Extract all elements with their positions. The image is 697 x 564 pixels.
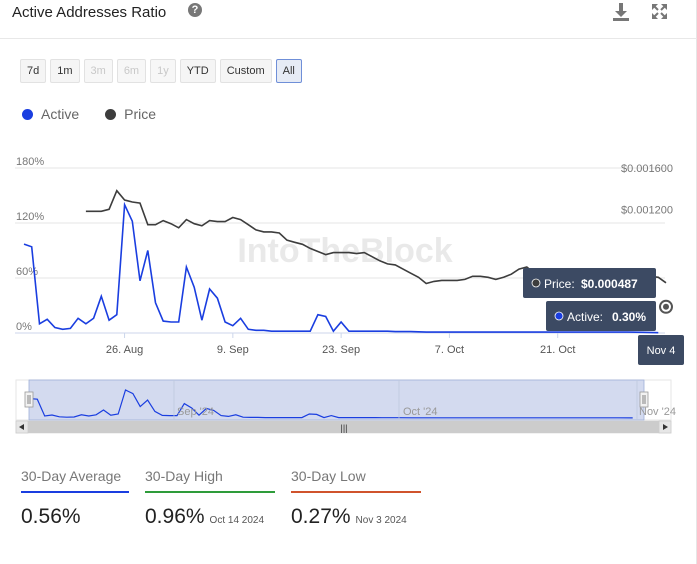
- legend-item-active[interactable]: Active: [22, 106, 79, 122]
- chart-legend: Active Price: [22, 106, 156, 122]
- download-icon[interactable]: [612, 2, 630, 22]
- y-axis-left: 0% 60% 120% 180%: [16, 156, 44, 333]
- y-left-tick-label: 60%: [16, 266, 38, 278]
- tooltip: Price: $0.000487 Active: 0.30% Nov 4: [523, 268, 684, 365]
- navigator-handle-right[interactable]: [639, 391, 649, 408]
- tooltip-price-dot: [531, 278, 541, 288]
- range-button-1m[interactable]: 1m: [50, 59, 80, 83]
- stat-value: 0.96%: [145, 505, 205, 528]
- y-left-tick-label: 120%: [16, 211, 44, 223]
- x-tick-label: 7. Oct: [435, 344, 464, 356]
- range-button-custom[interactable]: Custom: [219, 59, 272, 83]
- x-tick-label: 26. Aug: [106, 344, 143, 356]
- y-left-tick-label: 0%: [16, 321, 32, 333]
- stat-label: 30-Day High: [145, 468, 223, 484]
- watermark: IntoTheBlock: [237, 232, 452, 270]
- stat-30-day-low: 30-Day Low 0.27% Nov 3 2024: [291, 468, 421, 529]
- stat-value: 0.27%: [291, 505, 351, 528]
- scrollbar[interactable]: |||: [15, 420, 672, 434]
- navigator-series-line: [29, 389, 633, 419]
- x-tick-label: 9. Sep: [217, 344, 249, 356]
- stats-summary: 30-Day Average 0.56% 30-Day High 0.96% O…: [21, 468, 421, 529]
- legend-label-price: Price: [124, 106, 157, 122]
- tooltip-date: Nov 4: [647, 345, 676, 357]
- expand-icon[interactable]: [651, 3, 668, 20]
- navigator-label-nov: Nov '24: [639, 406, 676, 418]
- x-tick-label: 23. Sep: [322, 344, 360, 356]
- navigator-handle-left[interactable]: [24, 391, 34, 408]
- hover-marker-core: [663, 303, 669, 310]
- stat-underline: [21, 491, 129, 493]
- legend-dot-active: [22, 108, 33, 120]
- legend-item-price[interactable]: Price: [105, 106, 156, 122]
- y-axis-right: $0.001200 $0.001600: [621, 163, 673, 216]
- y-left-tick-label: 180%: [16, 156, 44, 168]
- stat-value: 0.56%: [21, 505, 81, 528]
- page-title: Active Addresses Ratio: [12, 4, 167, 21]
- range-button-all[interactable]: All: [275, 59, 302, 83]
- stat-30-day-average: 30-Day Average 0.56%: [21, 468, 129, 529]
- range-button-ytd[interactable]: YTD: [179, 59, 216, 83]
- x-axis: 26. Aug 9. Sep 23. Sep 7. Oct 21. Oct: [106, 333, 575, 356]
- y-right-tick-label: $0.001600: [621, 163, 673, 175]
- stat-underline: [145, 491, 275, 493]
- tooltip-active-label: Active:: [567, 310, 603, 324]
- legend-label-active: Active: [41, 106, 80, 122]
- tooltip-active-box: [546, 301, 656, 331]
- range-button-7d[interactable]: 7d: [20, 59, 47, 83]
- tooltip-price-box: [523, 268, 656, 298]
- tooltip-price-value: $0.000487: [581, 277, 638, 291]
- line-chart: IntoTheBlock 0%60%120%180% $0.001200$0.0…: [15, 156, 684, 434]
- range-button-3m[interactable]: 3m: [83, 59, 113, 83]
- y-right-tick-label: $0.001200: [621, 204, 673, 216]
- navigator[interactable]: Sep '24 Oct '24 Nov '24: [15, 379, 676, 421]
- range-selector: 7d 1m 3m 6m 1y YTD Custom All: [20, 59, 302, 84]
- chevron-left-icon: [19, 424, 24, 430]
- tooltip-price-label: Price:: [544, 277, 575, 291]
- navigator-label-sep: Sep '24: [177, 406, 214, 418]
- navigator-selection[interactable]: [28, 379, 645, 421]
- stat-30-day-high: 30-Day High 0.96% Oct 14 2024: [145, 468, 275, 529]
- stat-label: 30-Day Low: [291, 468, 366, 484]
- help-icon[interactable]: ?: [188, 3, 202, 17]
- tooltip-active-dot: [554, 311, 564, 321]
- stat-date: Oct 14 2024: [209, 515, 265, 526]
- range-button-6m[interactable]: 6m: [116, 59, 147, 83]
- x-tick-label: 21. Oct: [540, 344, 575, 356]
- range-button-1y[interactable]: 1y: [150, 59, 176, 83]
- navigator-label-oct: Oct '24: [403, 406, 438, 418]
- chevron-right-icon: [663, 424, 668, 430]
- tooltip-active-value: 0.30%: [612, 310, 646, 324]
- scrollbar-thumb[interactable]: [28, 421, 659, 433]
- widget-header: Active Addresses Ratio ?: [0, 0, 697, 39]
- series-line-active: [23, 201, 659, 334]
- stat-underline: [291, 491, 421, 493]
- stat-label: 30-Day Average: [21, 468, 122, 484]
- tooltip-date-box: [638, 335, 684, 365]
- scrollbar-grip: |||: [340, 423, 347, 433]
- legend-dot-price: [105, 108, 117, 120]
- stat-date: Nov 3 2024: [355, 515, 407, 526]
